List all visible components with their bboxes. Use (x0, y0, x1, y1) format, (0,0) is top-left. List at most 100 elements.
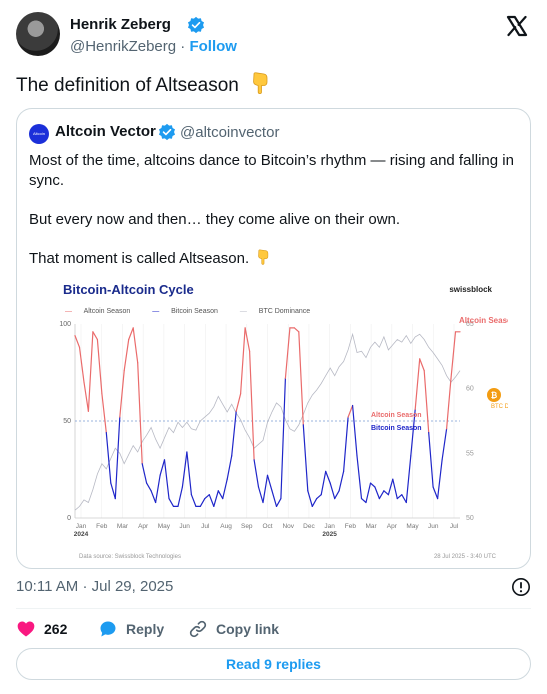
verified-badge-icon (158, 123, 176, 141)
altcoin-season-top-label: Altcoin Season (459, 316, 508, 325)
bitcoin-season-segment (401, 494, 407, 504)
verified-badge-icon (187, 16, 205, 34)
bitcoin-season-segment (213, 490, 219, 507)
quoted-tweet-card[interactable]: Altcoin Vector Altcoin Vector @altcoinve… (16, 108, 531, 569)
bitcoin-season-segment (441, 428, 448, 461)
pointing-down-emoji-icon (253, 72, 268, 94)
quote-paragraph-3: That moment is called Altseason. (29, 249, 519, 269)
x-tick-label: Nov (282, 523, 294, 530)
bitcoin-season-segment (329, 482, 336, 500)
x-tick-label: Dec (303, 523, 315, 530)
x-tick-label: May (158, 523, 171, 530)
meta-separator: · (82, 578, 88, 595)
btc-dominance-line (74, 332, 461, 511)
bitcoin-icon (487, 388, 501, 402)
tweet-date: Jul 29, 2025 (91, 578, 174, 595)
x-tick-label: Jul (201, 523, 210, 530)
altcoin-season-segment (235, 393, 242, 412)
y-left-tick-label: 0 (67, 515, 71, 522)
quote-paragraph-2: But every now and then… they come alive … (29, 211, 401, 228)
bitcoin-season-segment (320, 470, 327, 496)
x-tick-label: Jan (324, 523, 335, 530)
altcoin-season-segment (78, 346, 85, 383)
read-replies-button[interactable]: Read 9 replies (16, 648, 531, 680)
like-count: 262 (44, 621, 68, 637)
altcoin-season-segment (423, 369, 430, 434)
bitcoin-season-segment (343, 416, 349, 472)
x-tick-label: May (406, 523, 419, 530)
altcoin-season-segment (414, 358, 421, 410)
bitcoin-season-segment (387, 478, 394, 496)
bitcoin-season-segment (316, 494, 322, 500)
altcoin-season-segment (419, 358, 425, 372)
btc-dominance-label: BTC Dominance (491, 404, 508, 410)
quote-paragraph-3-text: That moment is called Altseason. (29, 250, 250, 267)
bitcoin-season-segment (396, 494, 403, 500)
year-label: 2025 (322, 531, 337, 538)
altcoin-season-segment (87, 331, 94, 412)
follow-button[interactable]: Follow (189, 38, 237, 55)
bitcoin-season-segment (338, 470, 345, 492)
bitcoin-season-segment (159, 459, 166, 476)
info-icon[interactable] (511, 577, 531, 597)
bitcoin-season-segment (150, 490, 157, 504)
bitcoin-icon-glyph: ₿ (491, 391, 498, 400)
quote-author-handle[interactable]: @altcoinvector (180, 124, 280, 141)
chart-image[interactable]: Bitcoin-Altcoin Cycle swissblock — Altco… (53, 272, 508, 563)
altcoin-season-segment (446, 377, 452, 430)
y-right-tick-label: 50 (466, 515, 474, 522)
tweet-header: Henrik Zeberg @HenrikZeberg · Follow (16, 12, 531, 58)
x-tick-label: Feb (345, 523, 357, 530)
pointing-down-emoji-icon (258, 249, 269, 265)
tweet-time: 10:11 AM (16, 578, 79, 595)
altcoin-season-segment (132, 327, 139, 364)
bitcoin-season-segment (311, 498, 318, 507)
bitcoin-season-segment (222, 478, 228, 500)
author-handle-row: @HenrikZeberg · Follow (70, 38, 237, 55)
handle-separator: · (180, 38, 186, 55)
altcoin-season-label: Altcoin Season (371, 412, 422, 419)
chart-plot: Jan Feb Mar Apr May Jun Jul Aug Sep Oct Nov Dec Jan F… (59, 316, 508, 538)
x-tick-label: Feb (96, 523, 108, 530)
y-right-tick-label: 55 (466, 450, 474, 457)
tweet-text-row: The definition of Altseason (16, 72, 270, 97)
altcoin-season-segment (92, 331, 99, 341)
x-logo-icon[interactable] (505, 14, 529, 38)
bitcoin-season-segment (437, 459, 443, 500)
x-tick-label: Jul (450, 523, 459, 530)
quote-body: Most of the time, altcoins dance to Bitc… (29, 151, 519, 269)
altcoin-season-segment (119, 369, 125, 418)
bitcoin-season-segment (356, 455, 363, 500)
bitcoin-season-segment (275, 498, 282, 507)
reply-button[interactable]: Reply (98, 617, 164, 641)
author-handle[interactable]: @HenrikZeberg (70, 38, 177, 55)
year-label: 2024 (74, 531, 89, 538)
bitcoin-season-segment (181, 451, 188, 488)
tweet-timestamp[interactable]: 10:11 AM · Jul 29, 2025 (16, 578, 173, 595)
altcoin-season-segment (284, 327, 291, 379)
link-icon (189, 620, 207, 638)
bitcoin-season-segment (168, 498, 175, 507)
author-name[interactable]: Henrik Zeberg (70, 16, 171, 33)
bitcoin-season-segment (271, 490, 278, 507)
altcoin-season-segment (101, 393, 107, 434)
bitcoin-season-segment (105, 432, 112, 484)
x-tick-label: Mar (366, 523, 378, 530)
bitcoin-season-segment (163, 459, 170, 500)
author-avatar[interactable] (16, 12, 60, 56)
bitcoin-season-segment (226, 455, 233, 480)
altcoin-season-segment (83, 381, 90, 412)
bitcoin-season-segment (199, 498, 206, 507)
altcoin-season-segment (137, 362, 143, 465)
like-button[interactable]: 262 (16, 617, 67, 641)
quote-author-avatar[interactable]: Altcoin Vector (29, 124, 49, 156)
copy-link-button[interactable]: Copy link (188, 617, 279, 641)
altcoin-season-segment (74, 334, 81, 348)
tweet-text: The definition of Altseason (16, 75, 239, 96)
quote-author-name[interactable]: Altcoin Vector (55, 123, 156, 140)
legend-bitcoin: — Bitcoin Season (152, 308, 218, 315)
bitcoin-season-segment (410, 408, 416, 457)
bitcoin-season-segment (365, 482, 372, 504)
bitcoin-season-segment (307, 490, 313, 507)
bitcoin-season-segment (257, 486, 264, 504)
